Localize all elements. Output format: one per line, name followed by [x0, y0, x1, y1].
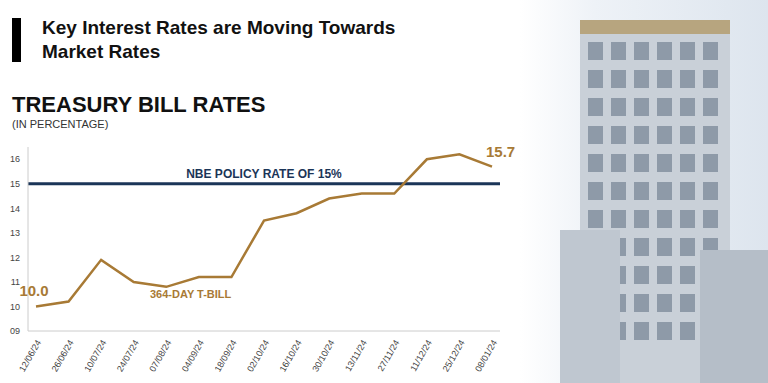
html-text:TREASURY BILL RATES: TREASURY BILL RATES: [12, 92, 266, 117]
html-text:364-DAY T-BILL: 364-DAY T-BILL: [150, 288, 232, 300]
svg-text:25/12/24: 25/12/24: [441, 338, 467, 373]
svg-text:13/11/24: 13/11/24: [343, 338, 369, 373]
svg-text:16: 16: [10, 154, 20, 164]
svg-text:NBE POLICY RATE OF 15%: NBE POLICY RATE OF 15%: [186, 167, 342, 181]
svg-text:12/06/24: 12/06/24: [17, 338, 43, 373]
svg-text:08/01/24: 08/01/24: [473, 338, 499, 373]
svg-text:12: 12: [10, 253, 20, 263]
svg-text:15.7: 15.7: [486, 143, 515, 160]
svg-text:30/10/24: 30/10/24: [310, 338, 336, 373]
svg-text:02/10/24: 02/10/24: [245, 338, 271, 373]
svg-text:10: 10: [10, 302, 20, 312]
svg-text:13: 13: [10, 228, 20, 238]
svg-text:14: 14: [10, 204, 20, 214]
svg-text:07/08/24: 07/08/24: [147, 338, 173, 373]
svg-text:10/07/24: 10/07/24: [82, 338, 108, 373]
svg-text:09: 09: [10, 326, 20, 336]
html-text:(IN PERCENTAGE): (IN PERCENTAGE): [12, 118, 109, 130]
svg-text:16/10/24: 16/10/24: [278, 338, 304, 373]
svg-text:27/11/24: 27/11/24: [376, 338, 402, 373]
svg-text:26/06/24: 26/06/24: [50, 338, 76, 373]
svg-text:11/12/24: 11/12/24: [408, 338, 434, 373]
svg-text:15: 15: [10, 179, 20, 189]
svg-text:24/07/24: 24/07/24: [115, 338, 141, 373]
svg-text:11: 11: [10, 277, 20, 288]
svg-text:18/09/24: 18/09/24: [213, 338, 239, 373]
svg-text:04/09/24: 04/09/24: [180, 338, 206, 373]
html-text:Key Interest Rates are Moving: Key Interest Rates are Moving Towards Ma…: [42, 17, 396, 62]
svg-text:10.0: 10.0: [19, 282, 48, 299]
